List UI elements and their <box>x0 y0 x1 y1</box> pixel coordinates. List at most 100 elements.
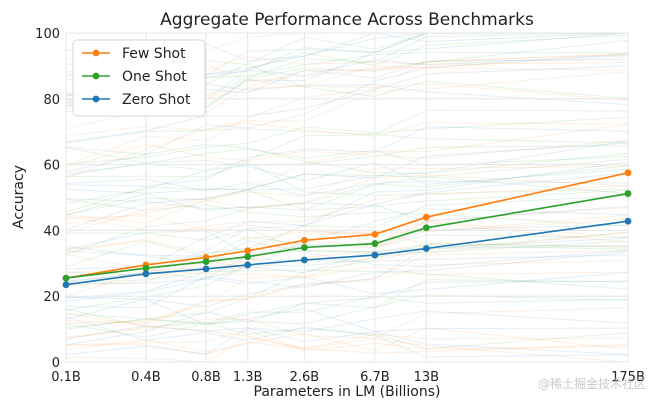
series-group <box>62 169 632 289</box>
watermark: @稀土掘金技术社区 <box>538 376 646 391</box>
background-line <box>65 195 629 277</box>
one-shot-point <box>422 224 430 232</box>
y-tick-label: 100 <box>35 27 60 42</box>
x-tick-label: 0.8B <box>191 370 221 385</box>
background-line <box>65 224 629 256</box>
few-shot-legend-marker <box>92 49 100 57</box>
background-line <box>65 159 629 185</box>
one-shot-point <box>62 274 70 282</box>
background-line <box>65 231 629 320</box>
background-line <box>65 198 629 222</box>
background-line <box>65 231 629 325</box>
background-line <box>65 139 629 168</box>
zero-shot-point <box>422 245 430 252</box>
x-tick-label: 6.7B <box>360 370 390 385</box>
background-line <box>65 296 629 333</box>
background-line <box>65 245 629 320</box>
x-tick-label: 175B <box>611 370 645 385</box>
y-tick-label: 60 <box>43 159 60 174</box>
zero-shot-point <box>142 270 150 278</box>
background-line <box>65 116 629 165</box>
y-tick-labels: 0 20 40 60 80 100 <box>35 27 60 371</box>
one-shot-point <box>300 244 308 251</box>
y-tick-label: 20 <box>43 290 60 305</box>
background-line <box>65 243 629 311</box>
background-line <box>65 128 629 144</box>
background-line <box>65 165 629 256</box>
zero-shot-point <box>300 256 308 264</box>
one-shot-point <box>371 240 379 247</box>
few-shot-point <box>371 230 379 238</box>
background-line <box>65 294 629 338</box>
few-shot-point <box>624 169 632 177</box>
background-line <box>65 207 629 287</box>
background-line <box>65 124 629 234</box>
background-line <box>65 214 629 274</box>
y-axis-label: Accuracy <box>11 165 27 229</box>
few-shot-point <box>244 247 252 255</box>
background-line <box>65 176 629 216</box>
zero-shot-point <box>371 251 379 259</box>
zero-shot-legend-label: Zero Shot <box>122 92 191 108</box>
one-shot-line <box>65 192 629 279</box>
legend-box <box>72 39 206 117</box>
background-line <box>65 54 629 166</box>
background-line <box>65 253 629 278</box>
background-line <box>65 310 629 356</box>
background-line <box>65 327 629 353</box>
background-line <box>65 165 629 225</box>
background-line <box>65 109 629 174</box>
background-line <box>65 158 629 213</box>
background-line <box>65 295 629 329</box>
background-line <box>65 65 629 143</box>
background-line <box>65 174 629 224</box>
background-line <box>65 142 629 194</box>
background-line <box>65 218 629 298</box>
zero-shot-legend-marker <box>92 95 100 103</box>
plot-area <box>65 32 629 363</box>
background-line <box>65 198 629 227</box>
background-line <box>65 122 629 137</box>
background-line <box>65 269 629 290</box>
background-line <box>65 208 629 302</box>
background-line <box>65 280 629 346</box>
x-tick-label: 0.4B <box>131 370 161 385</box>
one-shot-point <box>624 190 632 197</box>
background-line <box>65 178 629 197</box>
few-shot-legend-label: Few Shot <box>122 46 186 62</box>
background-line <box>65 189 629 216</box>
background-line <box>65 326 629 363</box>
background-line <box>65 220 629 255</box>
background-line <box>65 140 629 231</box>
background-line <box>65 53 629 173</box>
chart-title: Aggregate Performance Across Benchmarks <box>160 10 534 30</box>
y-tick-label: 80 <box>43 93 60 108</box>
zero-shot-point <box>202 265 210 273</box>
one-shot-legend-marker <box>92 72 100 80</box>
legend: Few Shot One Shot Zero Shot <box>72 39 206 117</box>
background-line <box>65 126 629 187</box>
background-line <box>65 250 629 327</box>
one-shot-legend-label: One Shot <box>122 69 187 85</box>
zero-shot-line <box>65 220 629 286</box>
background-line <box>65 215 629 243</box>
background-line <box>65 251 629 309</box>
background-line <box>65 185 629 254</box>
background-line <box>65 308 629 350</box>
background-line <box>65 240 629 268</box>
zero-shot-point <box>62 281 70 289</box>
background-line <box>65 325 629 356</box>
y-tick-label: 0 <box>52 356 60 371</box>
background-line <box>65 172 629 270</box>
background-task-lines <box>65 32 629 363</box>
one-shot-point <box>202 258 210 266</box>
background-line <box>65 161 629 196</box>
background-line <box>65 146 629 167</box>
few-shot-point <box>422 213 430 221</box>
background-line <box>65 260 629 324</box>
background-line <box>65 271 629 295</box>
background-line <box>65 307 629 339</box>
x-tick-label: 0.1B <box>51 370 81 385</box>
background-line <box>65 333 629 363</box>
